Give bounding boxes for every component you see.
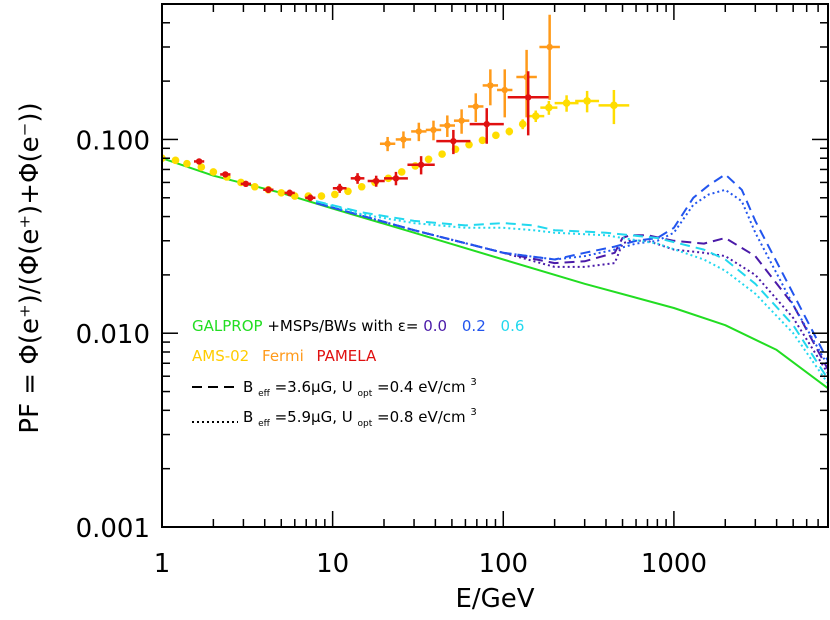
legend-pamela: PAMELA (317, 347, 377, 365)
ams-02-point (562, 99, 571, 107)
eps-0-6-beff-5-9ug-uopt-0-8-line (315, 200, 828, 385)
eps-0-0-beff-5-9ug-uopt-0-8-line (315, 202, 828, 375)
legend-line-2: AMS-02 Fermi PAMELA (192, 347, 377, 365)
legend-3-u-sub: opt (358, 389, 373, 399)
legend-4-b-val: =5.9μG, U (275, 408, 353, 426)
ams-02-point (505, 127, 514, 136)
ticks-layer: 1 10 100 1000 0.001 0.010 0.100 (76, 3, 829, 579)
legend-3-u-val: =0.4 eV/cm (377, 378, 466, 396)
pamela-point (392, 175, 400, 182)
pamela-point (265, 186, 272, 193)
pamela-point (286, 189, 293, 197)
y-tick-label: 0.010 (76, 320, 150, 350)
ams-02-point (545, 103, 553, 112)
legend-line-4: B eff =5.9μG, U opt =0.8 eV/cm 3 (243, 407, 477, 430)
pamela-point (307, 194, 314, 201)
galprop-line (162, 157, 828, 390)
legend-eps-6: 0.6 (501, 317, 525, 335)
x-tick-label: 1000 (641, 549, 707, 579)
legend: GALPROP +MSPs/BWs with ε= 0.0 0.2 0.6 AM… (192, 317, 524, 430)
pamela-point (450, 137, 457, 145)
legend-msp-text: +MSPs/BWs with ε= (267, 317, 418, 335)
pamela-series (193, 71, 549, 202)
ams-02-point (331, 190, 339, 199)
legend-line-3: B eff =3.6μG, U opt =0.4 eV/cm 3 (243, 377, 477, 400)
fermi-point (415, 128, 423, 135)
pamela-point (222, 171, 229, 178)
fermi-point (472, 103, 479, 110)
x-tick-label: 1 (154, 549, 171, 579)
pamela-point (195, 158, 203, 165)
ams-02-point (610, 101, 618, 110)
pamela-point (336, 185, 343, 192)
fermi-point (430, 126, 437, 134)
fermi-point (444, 122, 451, 129)
fermi-series (379, 14, 560, 152)
legend-4-b: B (243, 408, 253, 426)
ams-02-point (583, 97, 591, 105)
pamela-point (525, 94, 532, 101)
ams-02-point (424, 155, 433, 164)
eps-0-6-beff-3-6ug-uopt-0-4-line (315, 200, 828, 380)
x-axis-title: E/GeV (455, 584, 534, 614)
ams-02-point (171, 156, 180, 165)
ams-02-point (397, 168, 406, 176)
fermi-point (487, 82, 494, 89)
legend-3-u-sup: 3 (470, 377, 476, 388)
x-tick-label: 100 (478, 549, 528, 579)
ams-02-point (357, 182, 366, 191)
legend-line-1: GALPROP +MSPs/BWs with ε= 0.0 0.2 0.6 (192, 317, 524, 335)
legend-3-b: B (243, 378, 253, 396)
ams-02-point (492, 131, 500, 140)
legend-eps-2: 0.2 (462, 317, 486, 335)
eps-0-2-beff-3-6ug-uopt-0-4-line (315, 173, 828, 362)
legend-4-b-sub: eff (258, 419, 271, 429)
ams-02-point (438, 150, 446, 158)
legend-galprop: GALPROP (192, 317, 263, 335)
eps-0-2-beff-5-9ug-uopt-0-8-line (315, 188, 828, 367)
fermi-point (546, 43, 553, 51)
pamela-point (417, 161, 425, 168)
legend-ams: AMS-02 (192, 347, 249, 365)
ams-02-point (317, 192, 326, 200)
points-layer (162, 14, 630, 202)
ams-02-point (277, 189, 286, 197)
fermi-point (384, 140, 391, 147)
y-axis-title: PF = Φ(e⁺)/(Φ(e⁺)+Φ(e⁻)) (15, 102, 45, 433)
legend-4-u-val: =0.8 eV/cm (377, 408, 466, 426)
pamela-point (372, 177, 380, 185)
legend-eps-0: 0.0 (423, 317, 447, 335)
fermi-point (400, 136, 407, 143)
legend-4-u-sub: opt (358, 419, 373, 429)
legend-3-b-val: =3.6μG, U (275, 378, 353, 396)
pamela-point (354, 175, 361, 182)
ams-02-point (531, 112, 540, 120)
fermi-point (501, 86, 508, 94)
ams-02-point (290, 192, 299, 200)
legend-fermi: Fermi (262, 347, 304, 365)
ams-02-point (197, 163, 206, 171)
y-tick-label: 0.001 (76, 514, 150, 544)
eps-0-0-beff-3-6ug-uopt-0-4-line (315, 202, 828, 370)
legend-3-b-sub: eff (258, 389, 271, 399)
ams-02-point (251, 182, 259, 191)
plot-frame (161, 3, 829, 528)
legend-4-u-sup: 3 (470, 407, 476, 418)
series-layer (162, 157, 828, 390)
x-tick-label: 10 (316, 549, 349, 579)
ams-02-point (518, 120, 527, 128)
ams-02-point (478, 136, 487, 145)
ams-02-point (465, 140, 473, 149)
fermi-point (458, 117, 465, 124)
y-tick-label: 0.100 (76, 126, 150, 156)
ams-02-point (209, 168, 218, 176)
pamela-point (242, 180, 250, 188)
pamela-point (483, 120, 490, 128)
ams-02-point (183, 159, 191, 168)
